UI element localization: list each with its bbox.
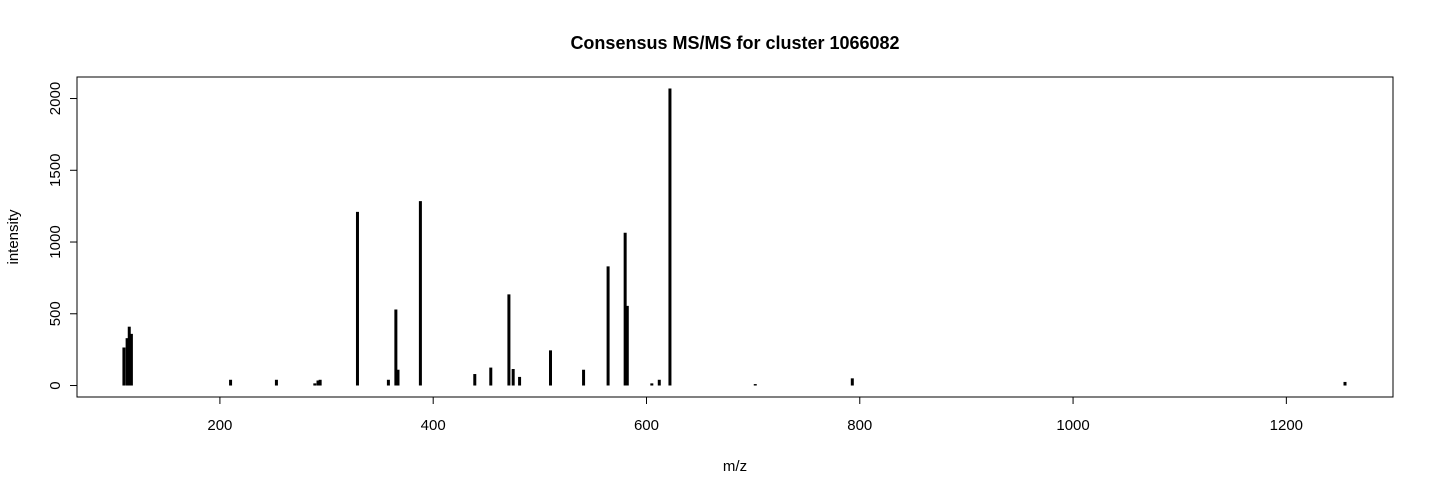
x-tick-label: 1000 xyxy=(1056,417,1089,434)
y-tick-label: 2000 xyxy=(47,82,64,115)
x-axis: 200 400 600 800 1000 1200 xyxy=(207,396,1303,434)
y-tick-label: 1000 xyxy=(47,225,64,258)
y-axis: 0 500 1000 1500 2000 xyxy=(47,82,78,390)
y-axis-label: intensity xyxy=(5,209,22,265)
y-tick-label: 0 xyxy=(47,381,64,389)
x-axis-label: m/z xyxy=(723,458,747,475)
plot-frame xyxy=(76,76,1394,398)
x-tick-label: 600 xyxy=(634,417,659,434)
x-tick-label: 1200 xyxy=(1270,417,1303,434)
y-tick-label: 500 xyxy=(47,301,64,326)
chart-title: Consensus MS/MS for cluster 1066082 xyxy=(570,33,899,53)
peaks-layer xyxy=(122,88,1347,386)
x-tick-label: 200 xyxy=(207,417,232,434)
x-tick-label: 400 xyxy=(421,417,446,434)
y-tick-label: 1500 xyxy=(47,154,64,187)
x-tick-label: 800 xyxy=(847,417,872,434)
